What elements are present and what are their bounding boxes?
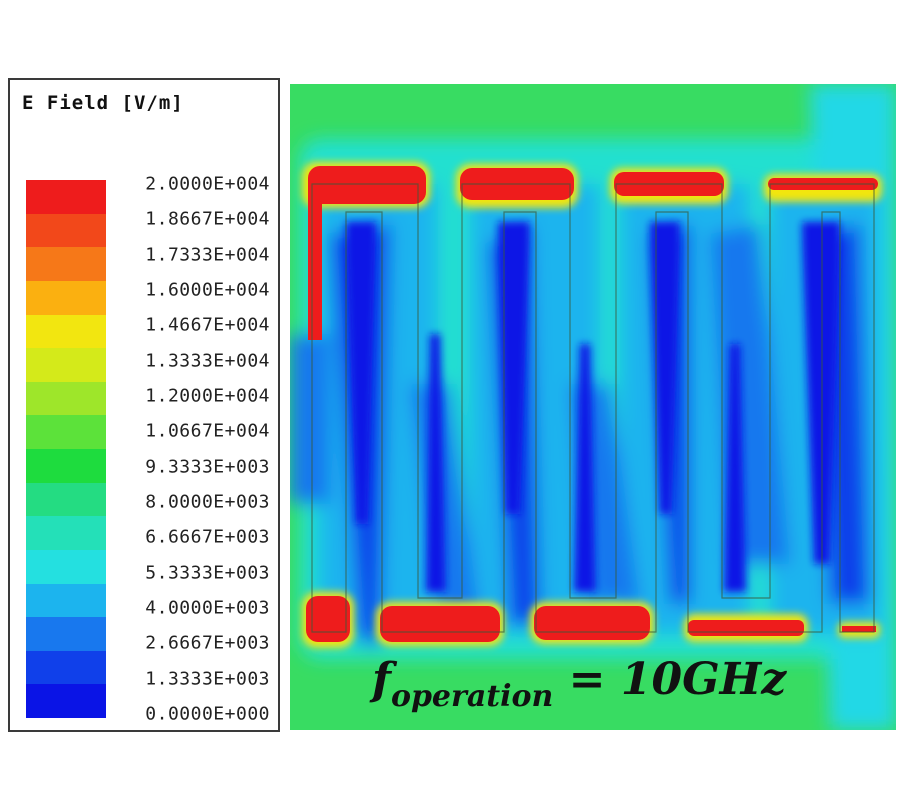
- legend-swatch: [26, 280, 106, 315]
- legend-label: 2.0000E+004: [145, 173, 270, 195]
- legend-label: 1.0667E+004: [145, 420, 270, 442]
- legend-label: 4.0000E+003: [145, 597, 270, 619]
- legend-label: 1.3333E+004: [145, 350, 270, 372]
- slot-7: [802, 222, 840, 564]
- legend-swatch: [26, 482, 106, 517]
- legend-swatch: [26, 213, 106, 248]
- legend-swatch: [26, 381, 106, 416]
- legend-label: 1.4667E+004: [145, 314, 270, 336]
- slot-2: [426, 334, 446, 592]
- legend-panel: E Field [V/m] 2.0000E+004 1.8667E+004 1.73…: [8, 78, 280, 732]
- legend-label: 6.6667E+003: [145, 526, 270, 548]
- legend-swatch: [26, 617, 106, 651]
- legend-title: E Field [V/m]: [22, 92, 184, 114]
- legend-label: 2.6667E+003: [145, 632, 270, 654]
- slot-4: [574, 344, 596, 592]
- legend-label: 0.0000E+000: [145, 703, 270, 725]
- legend-swatch: [26, 348, 106, 382]
- legend-label: 1.3333E+003: [145, 668, 270, 690]
- color-scale-bar: [26, 180, 106, 718]
- legend-swatch: [26, 516, 106, 550]
- legend-swatch: [26, 583, 106, 618]
- slot-1: [346, 222, 376, 524]
- legend-swatch: [26, 449, 106, 483]
- hot-bottom-2: [380, 606, 500, 642]
- e-field-plot: [290, 84, 896, 730]
- operation-frequency-label: foperation = 10GHz: [372, 658, 786, 712]
- slot-3: [498, 222, 530, 514]
- hot-bottom-3: [534, 606, 650, 640]
- legend-swatch: [26, 180, 106, 214]
- frequency-subscript: operation: [390, 679, 554, 714]
- meander-outline: [311, 183, 875, 633]
- legend-swatch: [26, 684, 106, 718]
- legend-label: 5.3333E+003: [145, 562, 270, 584]
- left-band: [290, 334, 330, 504]
- slot-6: [724, 344, 746, 592]
- equals-sign: =: [568, 654, 606, 705]
- legend-swatch: [26, 650, 106, 685]
- legend-label: 1.6000E+004: [145, 279, 270, 301]
- hot-top-1: [308, 166, 426, 204]
- slot-5: [650, 222, 680, 514]
- hot-bottom-1: [306, 596, 350, 642]
- legend-swatch: [26, 247, 106, 281]
- legend-label: 1.7333E+004: [145, 244, 270, 266]
- legend-label: 8.0000E+003: [145, 491, 270, 513]
- frequency-symbol: f: [372, 654, 391, 705]
- hot-bottom-5: [842, 626, 876, 632]
- legend-swatch: [26, 549, 106, 584]
- color-scale-labels: 2.0000E+004 1.8667E+004 1.7333E+004 1.6000E…: [116, 174, 276, 725]
- legend-swatch: [26, 314, 106, 349]
- legend-swatch: [26, 415, 106, 449]
- hot-bottom-4: [688, 620, 804, 636]
- legend-label: 1.2000E+004: [145, 385, 270, 407]
- legend-label: 9.3333E+003: [145, 456, 270, 478]
- legend-label: 1.8667E+004: [145, 208, 270, 230]
- hot-left-1: [308, 180, 322, 340]
- frequency-value: 10GHz: [620, 654, 787, 705]
